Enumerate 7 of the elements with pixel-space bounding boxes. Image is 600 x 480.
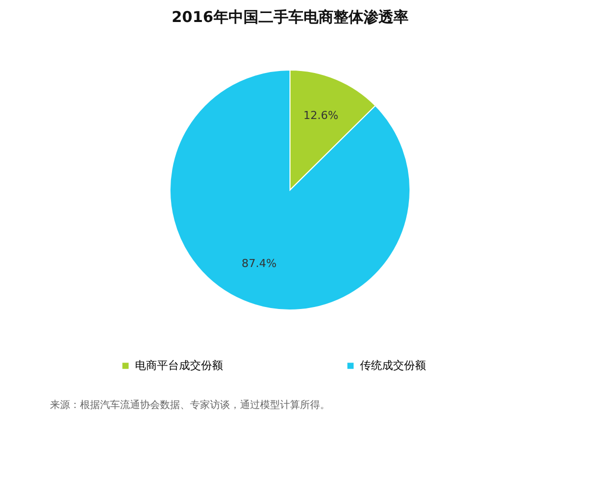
source-note: 来源：根据汽车流通协会数据、专家访谈，通过模型计算所得。 [50, 399, 330, 411]
pie-slice [170, 70, 410, 310]
legend-label: 电商平台成交份额 [135, 358, 223, 372]
legend-label: 传统成交份额 [360, 358, 426, 372]
data-label: 87.4% [242, 256, 277, 270]
chart-title: 2016年中国二手车电商整体渗透率 [172, 8, 408, 26]
data-label: 12.6% [303, 109, 338, 122]
